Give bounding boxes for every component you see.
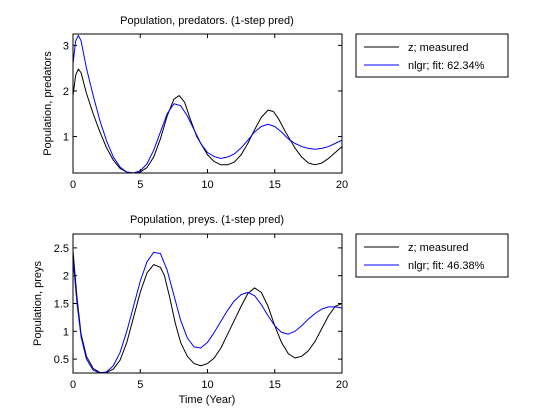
preys-y-tick-label: 2 [63, 271, 69, 283]
predators-x-tick-label: 5 [137, 179, 143, 191]
preys-x-tick-label: 10 [201, 379, 213, 391]
preys-y-tick-label: 2.5 [54, 243, 69, 255]
predators-legend-label-measured: z; measured [408, 42, 469, 54]
predators-x-tick-label: 15 [269, 179, 281, 191]
predators-y-tick-label: 1 [63, 132, 69, 144]
predators-x-tick-label: 20 [336, 179, 348, 191]
preys-x-tick-label: 20 [336, 379, 348, 391]
preys-y-tick-label: 0.5 [54, 354, 69, 366]
preys-chart-title: Population, preys. (1-step pred) [130, 214, 284, 226]
preys-legend: z; measured nlgr; fit: 46.38% [356, 234, 508, 277]
predators-x-tick-label: 0 [70, 179, 76, 191]
preys-legend-label-measured: z; measured [408, 242, 469, 254]
predators-chart-title: Population, predators. (1-step pred) [120, 15, 294, 27]
preys-y-axis-label: Population, preys [32, 261, 44, 346]
preys-x-tick-label: 15 [269, 379, 281, 391]
preys-plot-area [73, 234, 342, 373]
predators-x-tick-label: 10 [201, 179, 213, 191]
preys-x-tick-label: 0 [70, 379, 76, 391]
predators-legend: z; measured nlgr; fit: 62.34% [356, 34, 508, 77]
preys-x-axis-label: Time (Year) [179, 394, 236, 406]
preys-y-tick-label: 1.5 [54, 299, 69, 311]
predators-y-axis-label: Population, predators [42, 51, 54, 156]
predators-y-tick-label: 2 [63, 86, 69, 98]
predators-y-tick-label: 3 [63, 40, 69, 52]
predators-legend-label-nlgr: nlgr; fit: 62.34% [408, 60, 485, 72]
preys-legend-label-nlgr: nlgr; fit: 46.38% [408, 260, 485, 272]
preys-x-tick-label: 5 [137, 379, 143, 391]
preys-y-tick-label: 1 [63, 326, 69, 338]
